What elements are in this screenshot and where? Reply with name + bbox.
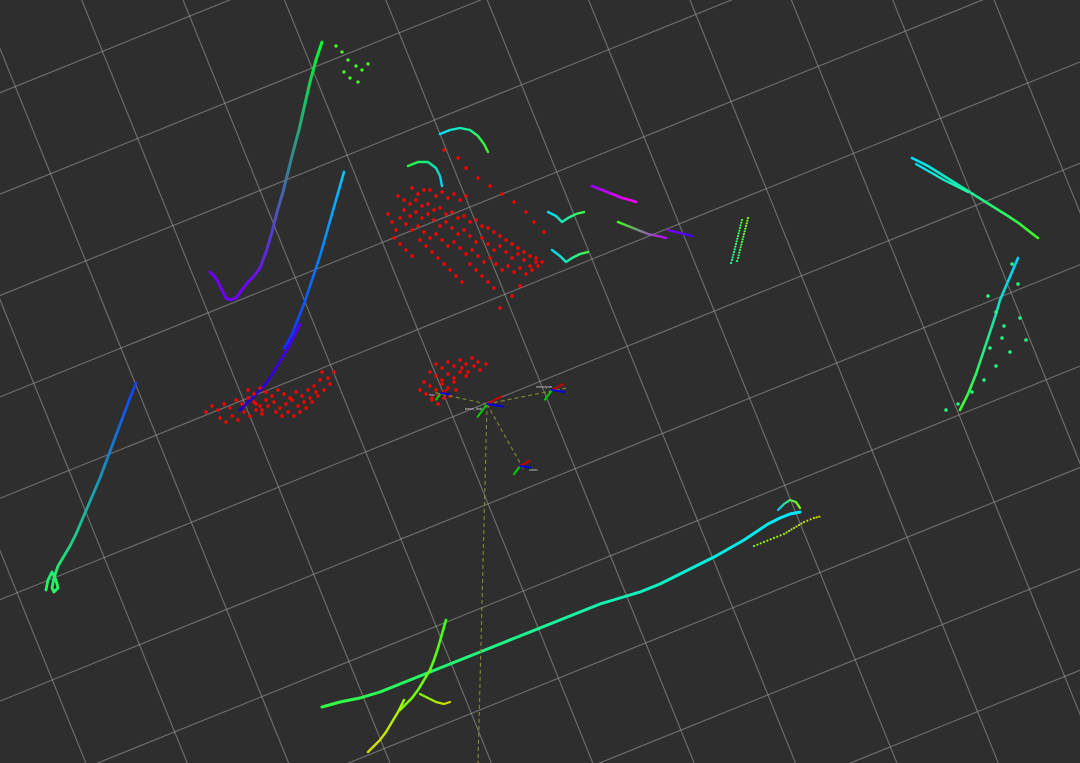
tf-z-axis: [551, 389, 566, 393]
cloud-cluster-cluster-right-cyan-wave-2: [550, 248, 590, 264]
cloud-cluster-pillar-dotted-green-2: [729, 218, 744, 265]
tf-frame-frame-left[interactable]: [435, 387, 451, 401]
cloud-cluster-wall-center-right-long-green-cyan: [320, 510, 802, 709]
cloud-cluster-wall-upper-left-blue: [282, 170, 346, 350]
tf-y-axis: [476, 403, 488, 418]
cloud-cluster-pillar-dotted-green: [735, 216, 750, 263]
tf-x-axis: [551, 383, 565, 391]
cloud-cluster-speck-group-upper-right: [334, 44, 370, 84]
cloud-cluster-cluster-left-mid-red: [204, 370, 336, 424]
tf-y-axis: [512, 465, 521, 476]
cloud-cluster-cluster-top-mid-cyan-arc: [438, 126, 490, 154]
tf-frame-frame-right[interactable]: [543, 383, 566, 401]
cloud-cluster-cluster-bottom-right-green: [752, 515, 821, 548]
cloud-cluster-cluster-center-red-main: [386, 148, 546, 310]
cloud-cluster-cluster-bottom-right-cyan: [776, 498, 802, 512]
cloud-cluster-cluster-right-cyan-wave: [546, 210, 586, 224]
cloud-cluster-cluster-center-mid-red: [418, 356, 488, 406]
tf-frame-frame-below[interactable]: [512, 460, 532, 476]
tf-z-axis: [519, 465, 532, 469]
cloud-cluster-segment-magenta-upper: [590, 184, 638, 204]
cloud-cluster-wall-left-long-blue-green: [44, 381, 138, 594]
tf-connector-tf-link-down: [486, 403, 525, 471]
cloud-cluster-segment-green-magenta-lower: [616, 220, 668, 240]
cloud-cluster-wall-right-vertical-cyan: [958, 256, 1020, 412]
cloud-cluster-branch-olive-downward: [366, 698, 406, 754]
cloud-cluster-wall-left-lower-violet: [238, 322, 302, 412]
cloud-cluster-cluster-right-top-cyan-double: [910, 156, 1040, 240]
cloud-cluster-branch-green-upward: [398, 618, 448, 712]
tf-frame-origin-frame[interactable]: [476, 395, 505, 418]
cloud-cluster-wall-upper-left-violet: [208, 40, 324, 302]
tf-connector-tf-link-far: [477, 403, 488, 763]
tf-connector-tf-link-left: [431, 391, 488, 405]
tf-y-axis: [543, 389, 553, 401]
tf-x-axis: [519, 460, 531, 467]
cloud-cluster-branch-small-right: [418, 692, 452, 706]
cloud-cluster-speck-group-right-lower: [944, 262, 1028, 412]
cloud-cluster-segment-violet-right: [666, 228, 694, 238]
tf-z-axis: [486, 403, 505, 408]
cloud-cluster-cluster-right-top-cyan-inner: [914, 162, 970, 194]
tf-z-axis: [440, 392, 451, 396]
cloud-cluster-cluster-upper-green-arc: [406, 160, 444, 188]
tf-y-axis: [435, 392, 442, 401]
tf-x-axis: [486, 395, 503, 405]
